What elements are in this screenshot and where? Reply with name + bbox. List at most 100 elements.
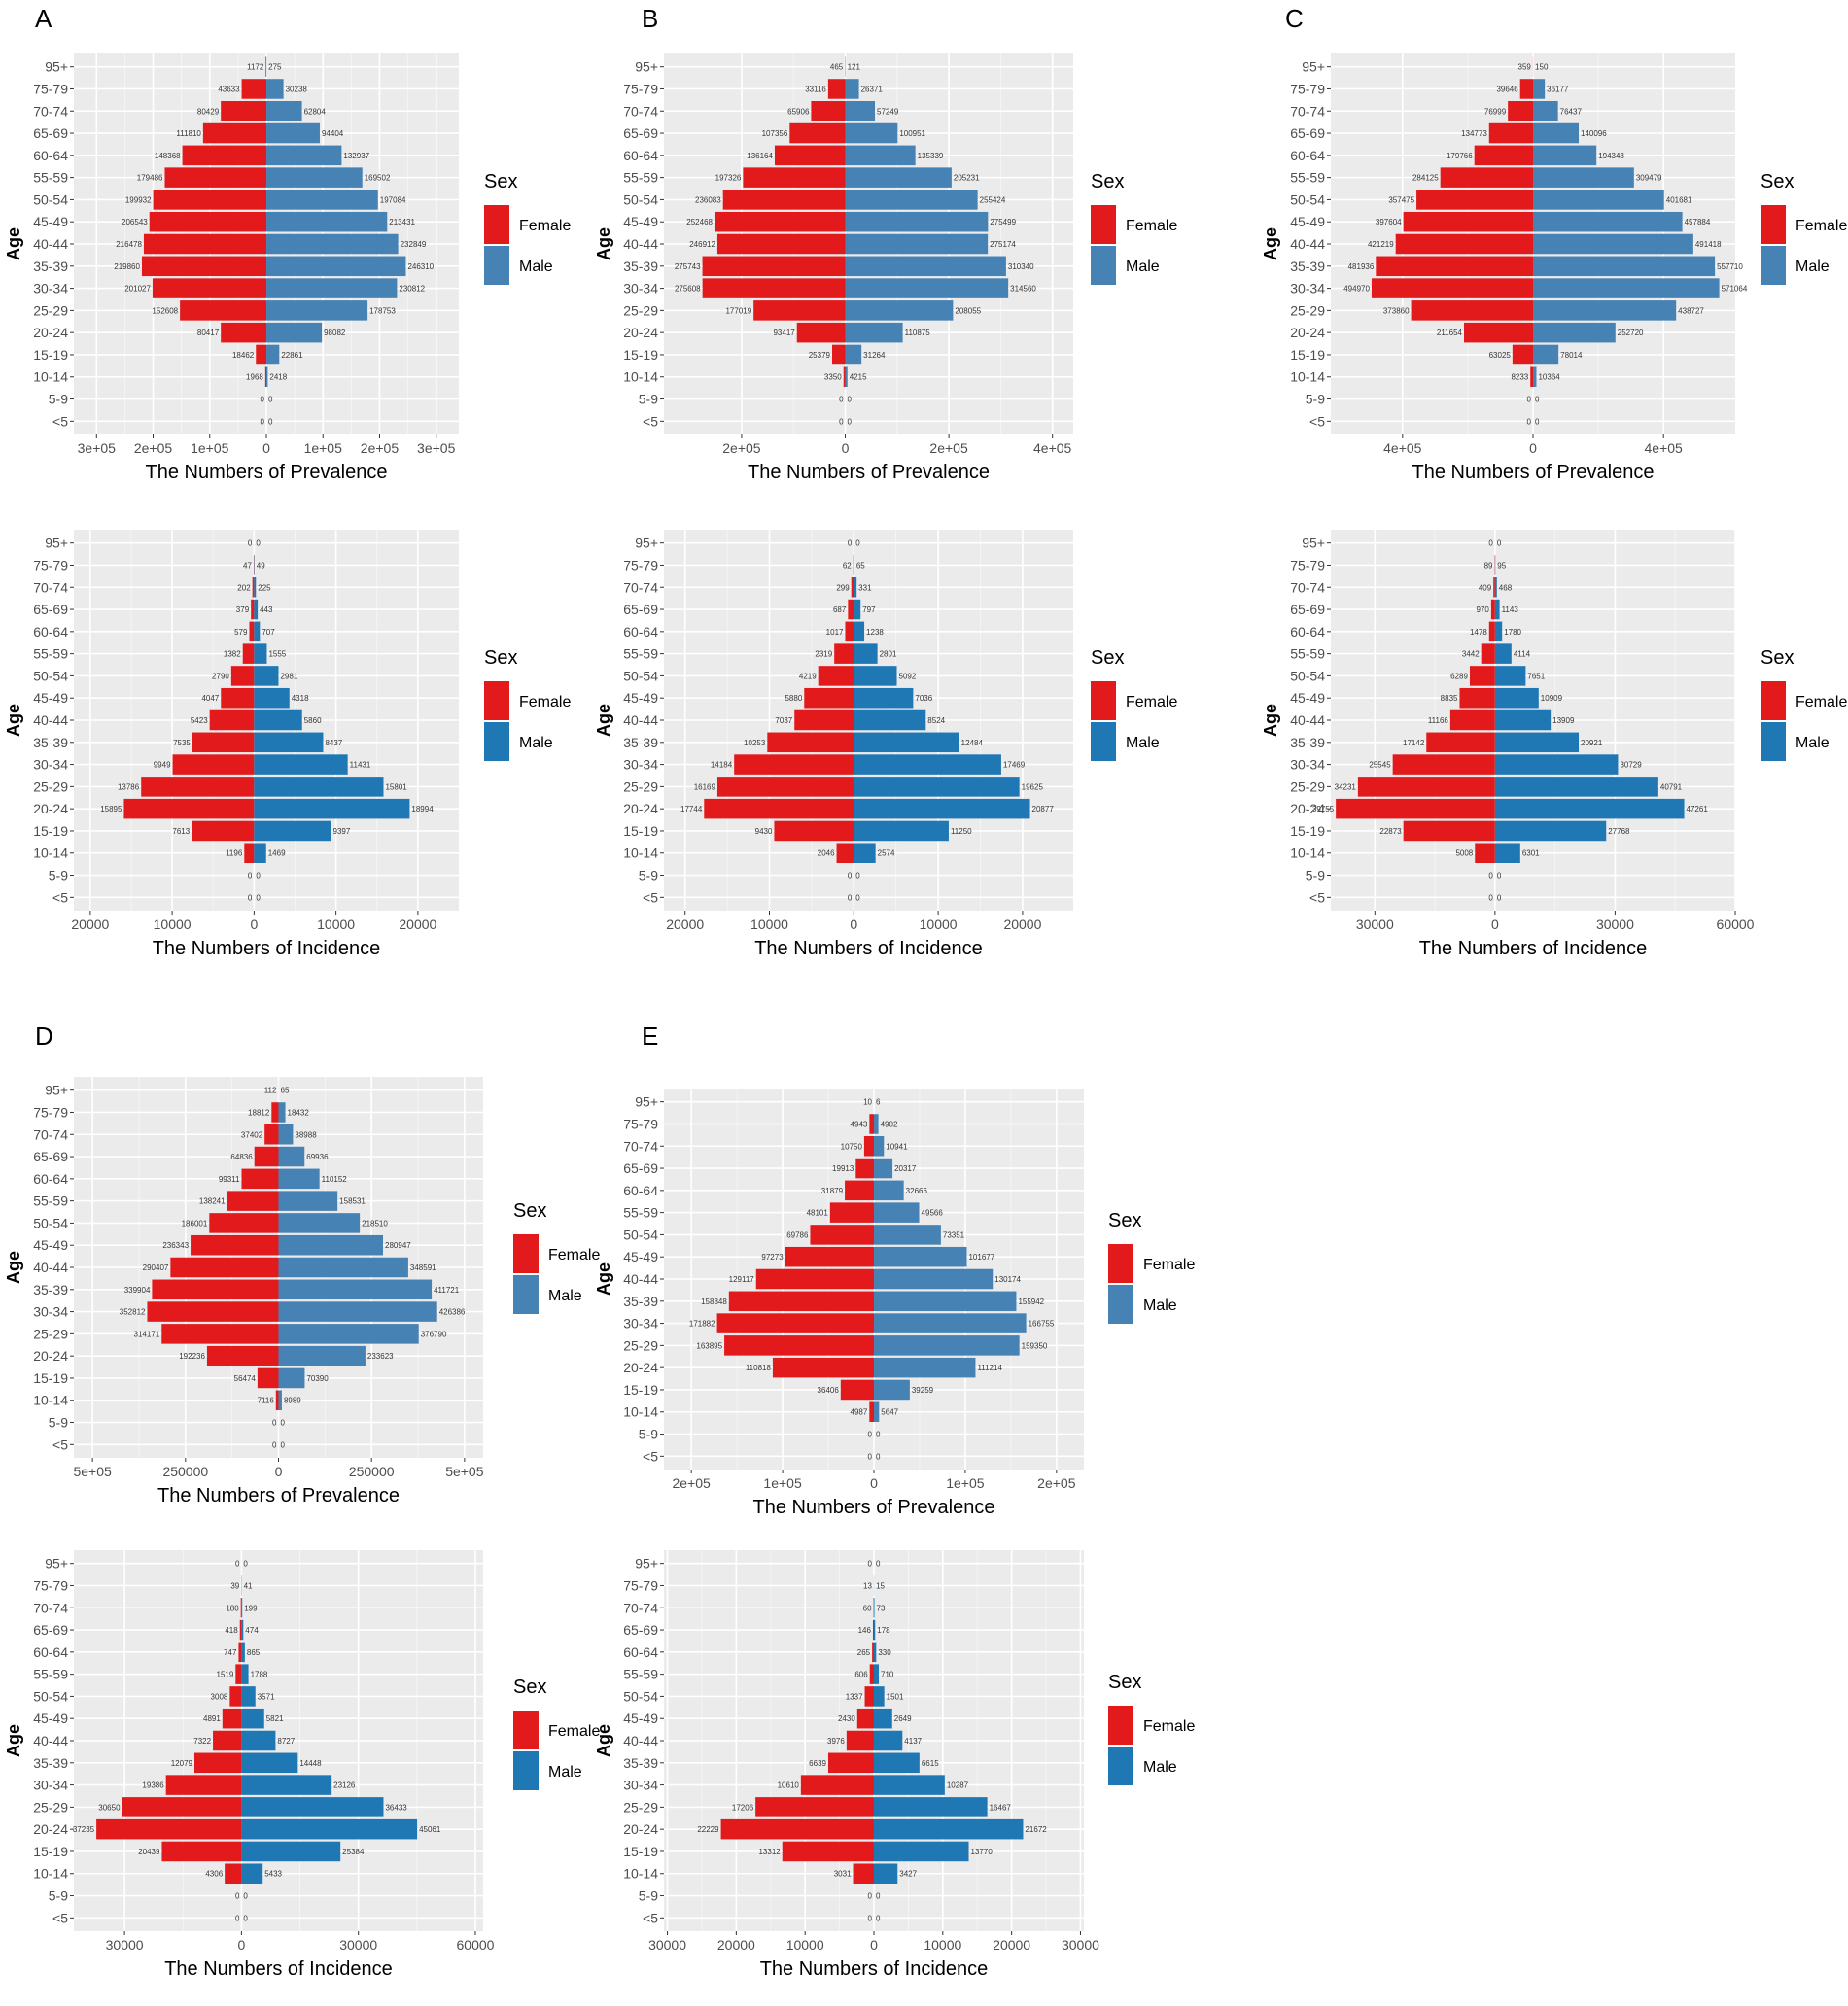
y-tick-label: <5 <box>52 1436 68 1452</box>
data-label-male: 7036 <box>915 694 932 703</box>
bar-male-30-34 <box>874 1775 945 1795</box>
bar-male-50-54 <box>1495 666 1526 686</box>
y-tick-label: <5 <box>1309 413 1325 429</box>
data-label-male: 0 <box>1497 893 1502 902</box>
bar-male-45-49 <box>874 1247 966 1267</box>
data-label-female: 158848 <box>701 1297 727 1306</box>
data-label-female: 138241 <box>199 1197 226 1206</box>
data-label-female: 0 <box>868 1452 873 1461</box>
data-label-male: 275174 <box>990 240 1016 249</box>
data-label-male: 13909 <box>1552 716 1575 725</box>
data-label-female: 418 <box>225 1626 238 1635</box>
bar-female-20-24 <box>96 1819 241 1840</box>
data-label-male: 135339 <box>918 152 944 160</box>
x-tick-label: 30000 <box>339 1937 377 1953</box>
data-label-male: 401681 <box>1666 195 1692 204</box>
bar-male-50-54 <box>874 1225 941 1245</box>
y-tick-label: 40-44 <box>33 1733 68 1748</box>
bar-female-20-24 <box>773 1358 874 1378</box>
y-tick-label: 65-69 <box>1290 125 1325 141</box>
y-tick-label: 35-39 <box>1290 735 1325 750</box>
bar-female-70-74 <box>811 101 845 121</box>
data-label-female: 6639 <box>809 1759 826 1768</box>
data-label-male: 376790 <box>421 1330 447 1338</box>
data-label-male: 710 <box>881 1671 894 1679</box>
y-axis-title: Age <box>594 1262 613 1296</box>
bar-female-55-59 <box>1482 643 1495 664</box>
y-tick-label: 50-54 <box>33 1688 68 1704</box>
y-tick-label: 10-14 <box>33 369 68 385</box>
data-label-male: 194348 <box>1598 152 1624 160</box>
bar-male-60-64 <box>854 622 864 642</box>
bar-male-20-24 <box>1495 799 1685 819</box>
legend-key-male <box>513 1751 539 1790</box>
data-label-male: 26371 <box>861 85 884 93</box>
bar-male-50-54 <box>241 1686 255 1707</box>
bar-male-55-59 <box>1533 167 1634 188</box>
bar-female-40-44 <box>170 1258 278 1278</box>
y-tick-label: 75-79 <box>33 1104 68 1120</box>
data-label-female: 0 <box>272 1419 277 1428</box>
data-label-male: 10909 <box>1541 694 1563 703</box>
legend-title: Sex <box>513 1200 546 1222</box>
y-tick-label: 15-19 <box>623 1382 658 1398</box>
data-label-male: 4114 <box>1514 650 1531 659</box>
data-label-male: 8727 <box>277 1737 295 1746</box>
y-tick-label: 35-39 <box>33 1755 68 1771</box>
y-tick-label: 60-64 <box>33 624 68 640</box>
data-label-female: 9949 <box>154 761 171 770</box>
bar-male-70-74 <box>254 577 256 598</box>
bar-female-30-34 <box>801 1775 874 1795</box>
legend-label-female: Female <box>1143 1257 1195 1273</box>
bar-male-65-69 <box>266 123 320 144</box>
data-label-female: 0 <box>235 1892 240 1901</box>
data-label-male: 225 <box>258 583 271 592</box>
data-label-female: 2046 <box>818 849 835 858</box>
legend-label-female: Female <box>1126 694 1177 710</box>
x-axis-title: The Numbers of Prevalence <box>1412 462 1654 483</box>
bar-male-45-49 <box>279 1235 384 1256</box>
x-axis-title: The Numbers of Prevalence <box>752 1497 994 1518</box>
bar-female-50-54 <box>154 190 266 210</box>
data-label-male: 314560 <box>1010 285 1036 294</box>
data-label-female: 373860 <box>1383 306 1410 315</box>
bar-male-35-39 <box>1495 733 1579 753</box>
bar-female-40-44 <box>756 1269 874 1290</box>
data-label-female: 357475 <box>1388 195 1414 204</box>
bar-male-15-19 <box>874 1380 910 1401</box>
x-tick-label: 20000 <box>717 1937 755 1953</box>
data-label-female: 0 <box>1527 396 1532 404</box>
x-axis-title: The Numbers of Incidence <box>1419 938 1648 959</box>
bar-male-30-34 <box>1533 278 1720 298</box>
y-tick-label: 45-49 <box>33 214 68 229</box>
x-tick-label: 0 <box>275 1464 283 1479</box>
bar-female-65-69 <box>789 123 845 144</box>
bar-female-20-24 <box>123 799 254 819</box>
data-label-male: 2981 <box>280 672 297 680</box>
data-label-male: 310340 <box>1008 262 1034 271</box>
data-label-male: 457884 <box>1685 218 1711 226</box>
bar-male-75-79 <box>846 79 859 99</box>
data-label-male: 10364 <box>1538 373 1560 382</box>
y-tick-label: 95+ <box>1302 59 1325 75</box>
data-label-female: 111810 <box>176 129 201 138</box>
bar-male-15-19 <box>846 345 862 365</box>
bar-male-20-24 <box>1533 323 1616 343</box>
legend-key-female <box>1108 1244 1133 1283</box>
data-label-female: 2319 <box>815 650 832 659</box>
data-label-female: 17142 <box>1403 739 1425 747</box>
data-label-female: 0 <box>848 872 853 881</box>
data-label-male: 155942 <box>1018 1297 1044 1306</box>
y-tick-label: 95+ <box>45 59 68 75</box>
data-label-female: 22873 <box>1379 827 1402 836</box>
data-label-female: 110818 <box>746 1364 772 1372</box>
data-label-male: 30729 <box>1620 761 1642 770</box>
bar-female-20-24 <box>1336 799 1495 819</box>
data-label-female: 1196 <box>226 849 243 858</box>
data-label-female: 64836 <box>230 1153 253 1161</box>
bar-female-35-39 <box>767 733 854 753</box>
bar-female-65-69 <box>848 600 854 620</box>
bar-female-95+ <box>265 56 266 77</box>
y-tick-label: 45-49 <box>623 1249 658 1264</box>
